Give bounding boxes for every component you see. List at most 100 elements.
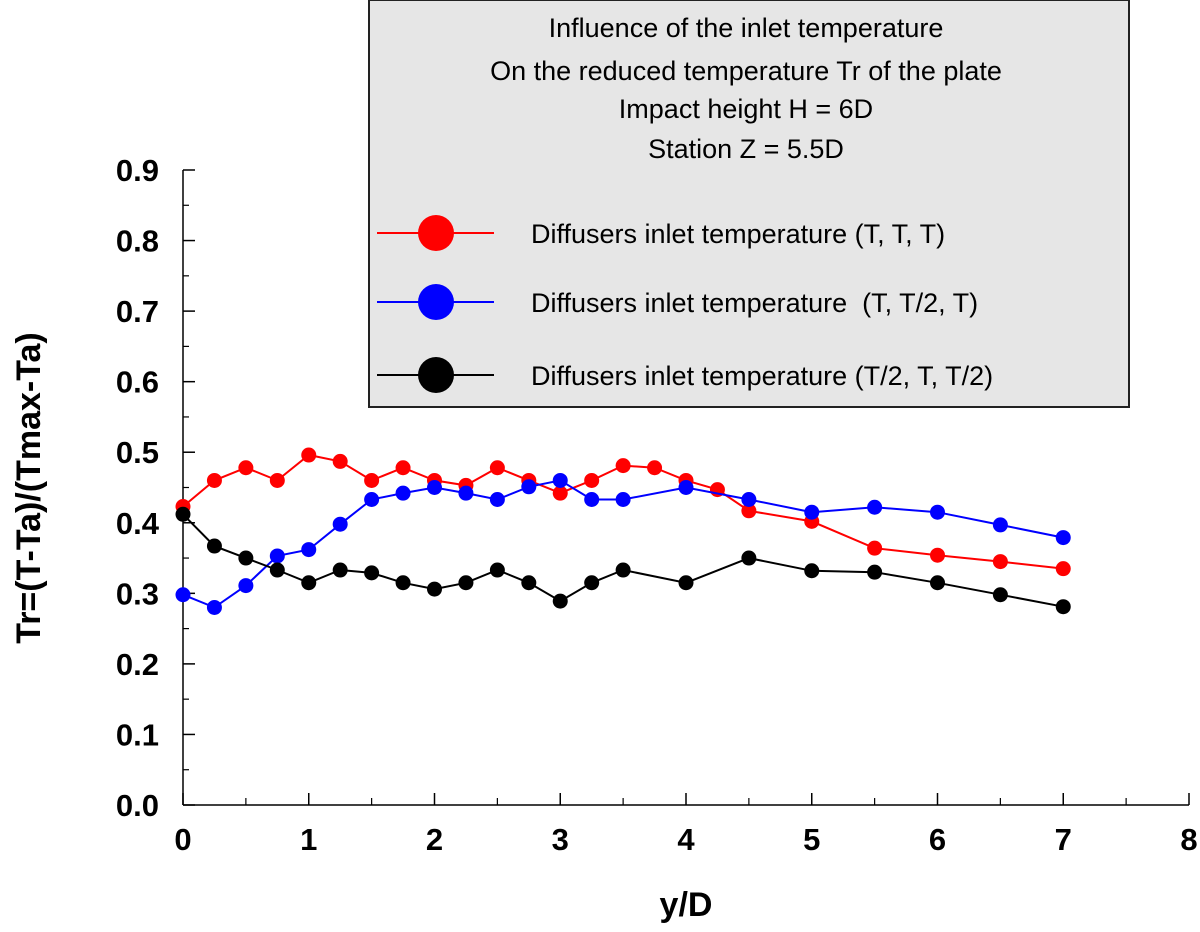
data-point (301, 575, 317, 591)
data-point (741, 550, 757, 566)
x-tick-label: 1 (300, 822, 317, 857)
y-tick-label: 0.8 (116, 224, 159, 259)
data-point (332, 516, 348, 532)
data-point (584, 575, 600, 591)
data-point (269, 562, 285, 578)
data-point (332, 562, 348, 578)
legend-marker (418, 215, 454, 251)
series-2 (175, 472, 1071, 615)
data-point (301, 542, 317, 558)
data-point (678, 575, 694, 591)
data-point (175, 506, 191, 522)
y-tick-label: 0.7 (116, 294, 159, 329)
data-point (930, 547, 945, 563)
data-point (395, 485, 411, 501)
y-tick-label: 0.1 (116, 717, 159, 752)
legend-label: Diffusers inlet temperature (T, T, T) (531, 219, 945, 249)
data-point (269, 548, 285, 564)
data-point (1055, 561, 1071, 577)
x-tick-label: 3 (552, 822, 569, 857)
data-point (992, 554, 1008, 570)
series-layer (175, 447, 1071, 615)
data-point (489, 491, 505, 507)
data-point (269, 472, 285, 488)
y-tick-label: 0.4 (116, 506, 160, 541)
data-point (552, 472, 568, 488)
data-point (175, 587, 191, 603)
data-point (930, 575, 945, 591)
x-tick-label: 0 (174, 822, 191, 857)
data-point (521, 479, 537, 495)
data-point (206, 472, 222, 488)
chart-title-line-3: Impact height H = 6D (619, 94, 873, 124)
data-point (206, 538, 222, 554)
x-tick-label: 5 (803, 822, 820, 857)
legend-background (368, 0, 1130, 408)
data-point (741, 491, 757, 507)
x-tick-label: 2 (426, 822, 443, 857)
legend-marker (418, 284, 454, 320)
data-point (930, 504, 945, 520)
chart-title-line-2: On the reduced temperature Tr of the pla… (490, 56, 1002, 86)
data-point (427, 480, 442, 495)
data-point (552, 485, 568, 501)
data-point (741, 503, 757, 519)
x-axis-title: y/D (660, 886, 713, 924)
y-tick-label: 0.9 (116, 153, 159, 188)
y-tick-label: 0.6 (116, 365, 159, 400)
data-point (206, 599, 222, 615)
chart-title-line-4: Station Z = 5.5D (648, 134, 844, 164)
series-3 (175, 506, 1071, 615)
data-point (867, 540, 883, 556)
legend-label: Diffusers inlet temperature (T/2, T, T/2… (531, 361, 993, 391)
data-point (364, 472, 380, 488)
data-point (615, 562, 631, 578)
data-point (552, 593, 568, 609)
data-point (521, 575, 537, 591)
y-tick-label: 0.0 (116, 788, 159, 823)
data-point (395, 460, 411, 476)
data-point (647, 460, 663, 476)
data-point (489, 562, 505, 578)
data-point (364, 491, 380, 507)
series-1 (175, 447, 1071, 577)
data-point (615, 491, 631, 507)
chart-title-line-1: Influence of the inlet temperature (549, 13, 944, 43)
x-tick-label: 6 (929, 822, 946, 857)
data-point (867, 499, 883, 515)
data-point (238, 550, 254, 566)
legend-entries: Diffusers inlet temperature (T, T, T) Dif… (377, 215, 993, 393)
data-point (301, 447, 317, 463)
legend-marker (418, 357, 454, 393)
axes: 0.0 0.1 0.2 0.3 0.4 0.5 0.6 0.7 0.8 0.9 0 1 2 3 4 5 6 7 8 (116, 153, 1198, 857)
data-point (364, 565, 380, 581)
data-point (804, 504, 820, 520)
data-point (615, 458, 631, 474)
data-point (238, 460, 254, 476)
y-tick-label: 0.3 (116, 576, 159, 611)
data-point (867, 564, 883, 580)
series-line (182, 479, 1064, 609)
data-point (395, 575, 411, 591)
data-point (804, 563, 820, 579)
legend-label: Diffusers inlet temperature (T, T/2, T) (531, 288, 978, 318)
data-point (427, 581, 442, 597)
x-tick-label: 7 (1055, 822, 1072, 857)
x-tick-label: 4 (677, 822, 695, 857)
data-point (489, 460, 505, 476)
data-point (678, 480, 694, 495)
y-tick-label: 0.2 (116, 647, 159, 682)
data-point (332, 453, 348, 469)
y-axis-title: Tr=(T-Ta)/(Tmax-Ta) (10, 332, 48, 643)
data-point (1055, 599, 1071, 615)
data-point (238, 578, 254, 594)
y-tick-label: 0.5 (116, 435, 159, 470)
data-point (992, 517, 1008, 533)
data-point (1055, 530, 1071, 546)
data-point (458, 485, 474, 501)
data-point (584, 472, 600, 488)
series-line (182, 513, 1064, 608)
legend-box: Influence of the inlet temperature On th… (368, 0, 1130, 408)
x-tick-label: 8 (1180, 822, 1197, 857)
